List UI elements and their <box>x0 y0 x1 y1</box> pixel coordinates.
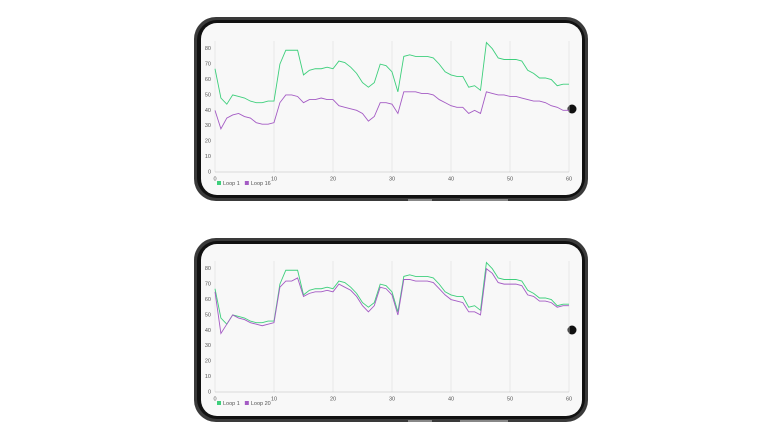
camera <box>567 325 577 335</box>
x-tick-label: 0 <box>213 396 216 402</box>
y-tick-label: 10 <box>205 374 211 380</box>
camera <box>567 104 577 114</box>
legend-swatch <box>244 181 249 185</box>
y-tick-label: 0 <box>208 389 211 395</box>
y-tick-label: 20 <box>205 359 211 365</box>
legend-label: Loop 20 <box>251 401 271 407</box>
x-tick-label: 20 <box>330 176 336 182</box>
phone-button <box>408 420 432 422</box>
phone-1 <box>194 17 588 201</box>
y-tick-label: 30 <box>205 123 211 129</box>
data-line <box>214 267 569 335</box>
phone-button <box>460 199 508 201</box>
phone-button <box>408 199 432 201</box>
legend-label: Loop 1 <box>223 401 240 407</box>
x-tick-label: 50 <box>507 176 513 182</box>
y-tick-label: 40 <box>205 108 211 114</box>
phone-screen <box>201 23 582 195</box>
data-line <box>214 91 569 130</box>
x-tick-label: 60 <box>566 396 572 402</box>
x-tick-label: 30 <box>389 176 395 182</box>
y-tick-label: 60 <box>205 297 211 303</box>
y-tick-label: 50 <box>205 92 211 98</box>
x-tick-label: 30 <box>389 396 395 402</box>
y-tick-label: 50 <box>205 312 211 318</box>
phone-2 <box>194 238 588 422</box>
x-tick-label: 0 <box>213 176 216 182</box>
y-tick-label: 20 <box>205 139 211 145</box>
legend-swatch <box>217 181 221 185</box>
x-tick-label: 10 <box>271 396 277 402</box>
legend-label: Loop 16 <box>251 181 271 187</box>
y-tick-label: 70 <box>205 282 211 288</box>
x-tick-label: 10 <box>271 176 277 182</box>
x-tick-label: 60 <box>566 176 572 182</box>
phone-button <box>460 420 508 422</box>
y-tick-label: 40 <box>205 328 211 334</box>
y-tick-label: 30 <box>205 343 211 349</box>
y-tick-label: 80 <box>205 266 211 272</box>
data-line <box>214 41 569 105</box>
y-tick-label: 60 <box>205 77 211 83</box>
legend-label: Loop 1 <box>223 181 240 187</box>
phone-screen <box>201 244 582 416</box>
y-tick-label: 0 <box>208 169 211 175</box>
legend-swatch <box>244 401 249 405</box>
y-tick-label: 70 <box>205 62 211 68</box>
x-tick-label: 20 <box>330 396 336 402</box>
legend-swatch <box>217 401 221 405</box>
y-tick-label: 80 <box>205 46 211 52</box>
x-tick-label: 50 <box>507 396 513 402</box>
y-tick-label: 10 <box>205 154 211 160</box>
x-tick-label: 40 <box>448 396 454 402</box>
x-tick-label: 40 <box>448 176 454 182</box>
